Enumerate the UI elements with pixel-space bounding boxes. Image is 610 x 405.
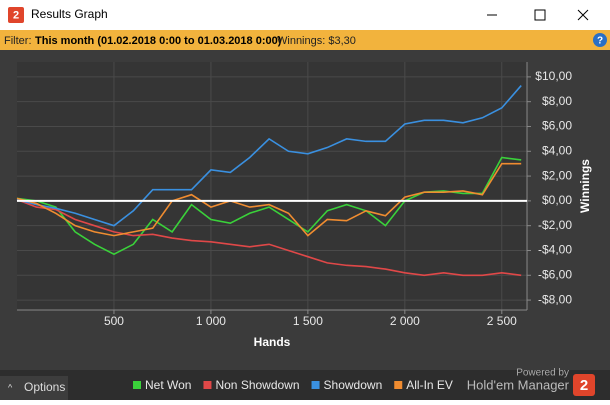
y-tick-label: $2,00 [542, 168, 572, 182]
powered-by: Powered by [516, 368, 569, 379]
title-bar [0, 0, 610, 30]
y-tick-label: $6,00 [542, 119, 572, 133]
series-line [16, 85, 522, 227]
help-button[interactable] [593, 33, 607, 47]
legend-swatch [311, 381, 320, 389]
series-line [16, 162, 522, 237]
app-icon-text: 2 [13, 9, 19, 21]
plot-area [17, 62, 527, 310]
filter-label: Filter: [4, 35, 32, 47]
y-tick-label: -$4,00 [538, 243, 572, 257]
legend-swatch [133, 381, 141, 389]
x-tick-label: 2 000 [390, 314, 420, 328]
y-axis-label: Winnings [578, 159, 592, 213]
brand-logo-text: 2 [580, 377, 588, 394]
options-caret: ^ [8, 382, 13, 392]
filter-bar [0, 30, 610, 50]
legend-label: Net Won [145, 378, 191, 392]
y-tick-label: $10,00 [535, 69, 572, 83]
y-tick-label: -$8,00 [538, 292, 572, 306]
options-label: Options [24, 380, 65, 394]
x-tick-label: 2 500 [487, 314, 517, 328]
maximize-button[interactable] [534, 9, 546, 21]
x-axis-label: Hands [254, 335, 291, 349]
legend-label: Showdown [324, 378, 383, 392]
x-tick-label: 1 500 [293, 314, 323, 328]
series-line [16, 156, 522, 256]
winnings: Winnings: $3,30 [277, 35, 356, 47]
legend-label: Non Showdown [215, 378, 299, 392]
legend-swatch [203, 381, 212, 389]
brand: Hold'em Manager [467, 377, 570, 392]
y-tick-label: -$6,00 [538, 267, 572, 281]
close-button[interactable] [577, 9, 589, 21]
series-line [16, 198, 522, 277]
legend-label: All-In EV [406, 378, 453, 392]
brand-logo [573, 374, 595, 396]
filter-value: This month (01.02.2018 0:00 to 01.03.201… [35, 35, 282, 47]
x-tick-label: 1 000 [196, 314, 226, 328]
y-tick-label: $8,00 [542, 94, 572, 108]
app-icon [8, 7, 24, 23]
y-tick-label: $4,00 [542, 143, 572, 157]
options-button[interactable] [0, 376, 68, 400]
help-icon: ? [597, 36, 603, 47]
y-tick-label: $0,00 [542, 193, 572, 207]
window-title: Results Graph [31, 7, 108, 21]
y-tick-label: -$2,00 [538, 218, 572, 232]
footer-bar [0, 370, 610, 400]
legend-swatch [394, 381, 403, 389]
x-tick-label: 500 [104, 314, 124, 328]
